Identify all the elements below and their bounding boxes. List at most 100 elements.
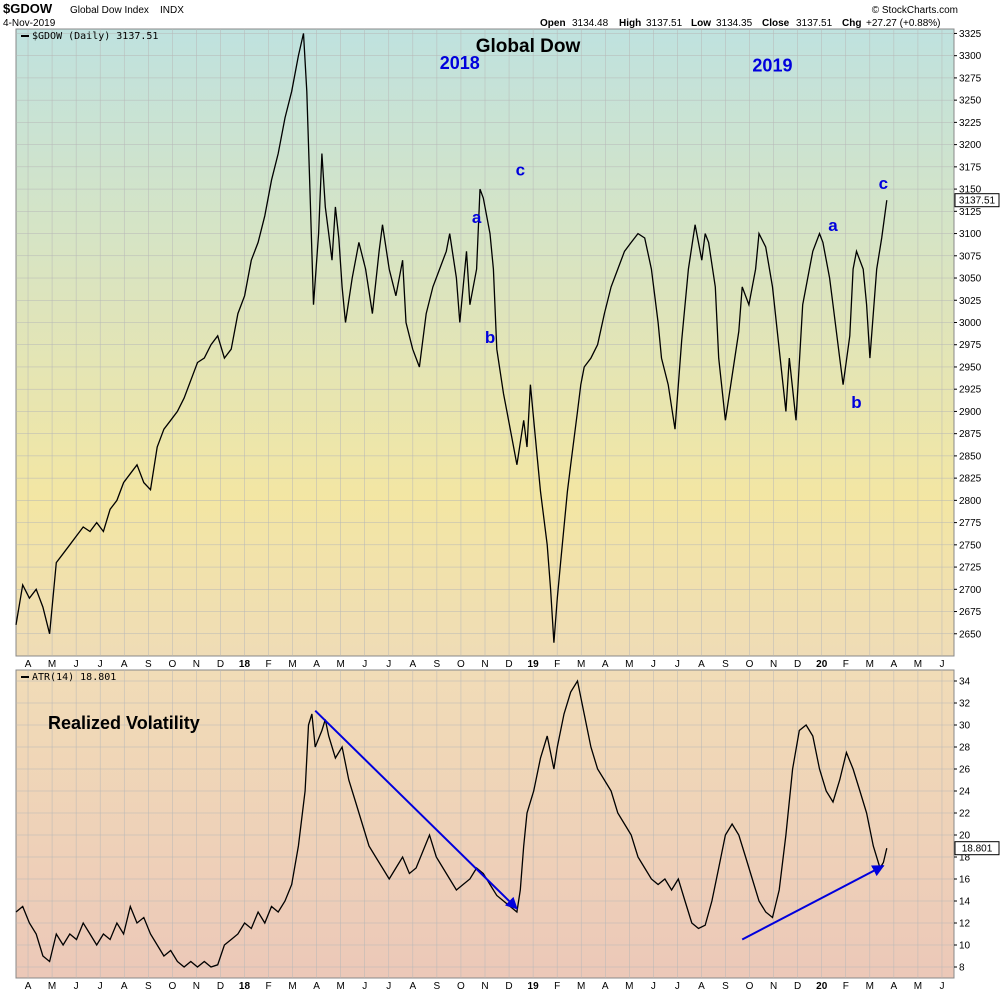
price-y-tick-label: 2875 [959,429,982,440]
chg-value: +27.27 (+0.88%) [866,18,941,29]
price-x-tick-label: M [577,659,585,670]
price-y-tick-label: 2925 [959,385,982,396]
atr-trend-arrows [314,709,885,941]
atr-x-tick-label: J [939,981,944,992]
atr-x-tick-label: N [193,981,200,992]
price-x-tick-label: A [698,659,705,670]
price-y-tick-label: 2775 [959,518,982,529]
atr-y-tick-label: 12 [959,919,971,930]
atr-x-tick-label: D [794,981,801,992]
price-y-tick-label: 3025 [959,296,982,307]
price-x-tick-label: N [770,659,777,670]
price-x-tick-label: M [866,659,874,670]
atr-y-tick-label: 14 [959,897,971,908]
atr-legend-text: ATR(14) 18.801 [32,672,116,683]
price-annotations: 2018 2019 a b c a b c [440,53,888,412]
atr-x-tick-label: F [554,981,560,992]
atr-x-tick-label: J [362,981,367,992]
price-x-tick-label: O [457,659,465,670]
price-y-tick-label: 3175 [959,162,982,173]
price-y-tick-label: 3225 [959,118,982,129]
price-x-tick-label: O [168,659,176,670]
price-legend: $GDOW (Daily) 3137.51 [21,31,158,42]
price-x-tick-label: S [145,659,152,670]
price-x-tick-label: A [410,659,417,670]
price-x-axis: A M J J A S O N D 18 F M A M J J A S O N D 19 F M A M J J A S O N D 20 F M A… [25,659,945,670]
atr-x-tick-label: A [891,981,898,992]
atr-x-tick-label: 20 [816,981,828,992]
price-x-tick-label: A [891,659,898,670]
price-x-tick-label: M [48,659,56,670]
wave-label: c [879,174,888,193]
atr-chart-title: Realized Volatility [48,713,200,733]
price-x-tick-label: J [651,659,656,670]
price-last-value-box [954,193,1000,208]
atr-x-tick-label: A [410,981,417,992]
atr-x-tick-label: S [722,981,729,992]
price-y-tick-label: 3075 [959,251,982,262]
atr-x-tick-label: O [746,981,754,992]
price-x-tick-label: J [98,659,103,670]
atr-x-tick-label: M [625,981,633,992]
price-x-tick-label: D [505,659,512,670]
price-x-tick-label: M [288,659,296,670]
price-x-tick-label: F [554,659,560,670]
trend-arrow [314,709,518,910]
atr-y-tick-label: 28 [959,743,971,754]
wave-label: 2019 [752,56,792,76]
trend-arrow [741,864,885,941]
wave-label: b [851,393,861,412]
symbol: $GDOW [3,1,53,16]
price-y-tick-label: 2950 [959,362,982,373]
atr-x-tick-label: A [602,981,609,992]
price-x-tick-label: A [25,659,32,670]
price-x-tick-label: 18 [239,659,251,670]
price-x-tick-label: D [794,659,801,670]
atr-y-tick-label: 10 [959,941,971,952]
price-y-tick-label: 2675 [959,607,982,618]
price-last-value-tag: 3137.51 [954,193,1000,208]
atr-x-tick-label: J [98,981,103,992]
wave-label: 2018 [440,53,480,73]
atr-x-tick-label: 19 [528,981,540,992]
atr-x-tick-label: M [577,981,585,992]
price-x-tick-label: F [843,659,849,670]
price-x-tick-label: J [939,659,944,670]
price-x-tick-label: J [74,659,79,670]
exchange: INDX [160,5,184,16]
price-y-tick-label: 3325 [959,29,982,40]
atr-x-tick-label: S [145,981,152,992]
price-x-tick-label: J [362,659,367,670]
atr-y-tick-label: 22 [959,809,971,820]
price-y-tick-label: 2975 [959,340,982,351]
price-x-tick-label: A [121,659,128,670]
price-y-tick-label: 2750 [959,540,982,551]
atr-x-tick-label: M [914,981,922,992]
price-x-tick-label: N [193,659,200,670]
price-y-axis: 2650 2675 2700 2725 2750 2775 2800 2825 2850 2875… [954,29,982,640]
price-x-tick-label: N [481,659,488,670]
atr-x-tick-label: N [481,981,488,992]
atr-x-tick-label: S [434,981,441,992]
price-x-tick-label: A [313,659,320,670]
price-legend-text: $GDOW (Daily) 3137.51 [32,31,158,42]
atr-series-line [15,679,888,968]
atr-x-tick-label: M [288,981,296,992]
wave-label: c [516,161,525,180]
atr-y-tick-label: 20 [959,831,971,842]
atr-x-tick-label: D [505,981,512,992]
atr-x-tick-label: N [770,981,777,992]
atr-y-tick-label: 8 [959,963,965,974]
price-y-tick-label: 2825 [959,474,982,485]
atr-x-tick-label: F [843,981,849,992]
price-x-tick-label: J [386,659,391,670]
low-value: 3134.35 [716,18,753,29]
atr-x-tick-label: J [74,981,79,992]
open-label: Open [540,18,566,29]
atr-y-tick-label: 34 [959,677,971,688]
atr-y-tick-label: 18 [959,853,971,864]
price-y-tick-label: 2650 [959,629,982,640]
price-x-tick-label: D [217,659,224,670]
atr-y-axis: 8 10 12 14 16 18 20 22 24 26 28 30 32 34 [954,677,971,974]
